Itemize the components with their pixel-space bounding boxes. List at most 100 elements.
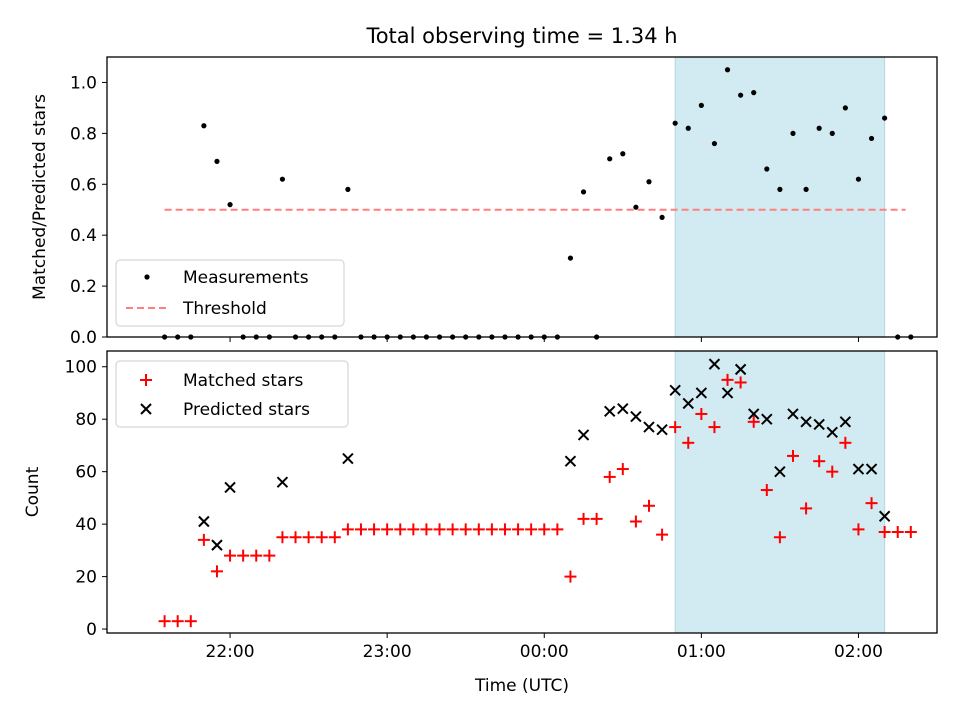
measurements-point (659, 214, 665, 220)
threshold-legend-label: Threshold (182, 299, 267, 319)
matched-stars-point (341, 523, 354, 536)
measurements-point (777, 186, 783, 192)
matched-stars-point (446, 523, 459, 536)
matched-stars-point (891, 526, 904, 539)
matched-stars-point (669, 421, 682, 434)
predicted-stars-point (577, 429, 590, 441)
predicted-stars-point (695, 387, 708, 399)
matched-stars-point (852, 523, 865, 536)
matched-stars-point (276, 531, 289, 544)
matched-stars-point (354, 523, 367, 536)
y-tick-label: 20 (75, 568, 97, 588)
matched-stars-point (734, 376, 747, 389)
matched-stars-point (682, 436, 695, 449)
ratio-y-axis-label: Matched/Predicted stars (30, 94, 50, 300)
measurements-point (738, 92, 744, 98)
predicted-stars-point (813, 418, 825, 431)
matched-stars-point (721, 373, 734, 386)
matched-stars-legend-marker (140, 374, 152, 386)
matched-stars-point (826, 465, 839, 478)
matched-stars-point (158, 615, 171, 628)
count-panel: 0 20 40 60 80 100 22:00 23:00 00:00 01:00 02:00 Co… (23, 350, 938, 696)
predicted-stars-point (682, 397, 694, 410)
matched-stars-point (407, 523, 420, 536)
chart-title: Total observing time = 1.34 h (365, 24, 677, 48)
matched-stars-point (498, 523, 511, 536)
measurements-point (790, 130, 796, 136)
ratio-axes: 0.0 0.2 0.4 0.6 0.8 1.0 (70, 73, 859, 348)
observing-window-highlight (674, 350, 886, 634)
y-tick-label: 1.0 (70, 73, 97, 93)
matched-stars-point (695, 407, 708, 420)
y-tick-label: 0.4 (70, 226, 97, 246)
predicted-stars-point (878, 510, 891, 522)
y-tick-label: 60 (75, 463, 97, 483)
matched-stars-legend-label: Matched stars (183, 371, 303, 391)
matched-stars-point (629, 515, 642, 528)
matched-stars-point (590, 512, 603, 525)
count-marks (158, 358, 917, 628)
measurements-point (882, 115, 888, 121)
matched-stars-point (616, 463, 629, 476)
measurements-point (816, 125, 822, 131)
x-tick-label: 23:00 (363, 642, 412, 662)
predicted-stars-point (211, 539, 223, 551)
matched-stars-point (224, 549, 237, 562)
matched-stars-point (865, 497, 878, 510)
measurements-point (685, 125, 691, 131)
predicted-stars-point (826, 426, 838, 439)
matched-stars-point (642, 499, 655, 512)
x-tick-label: 02:00 (834, 642, 883, 662)
matched-stars-point (786, 449, 799, 462)
y-tick-label: 40 (75, 515, 97, 535)
predicted-stars-point (669, 384, 681, 397)
x-axis-label: Time (UTC) (474, 676, 569, 696)
matched-stars-point (878, 526, 891, 539)
predicted-stars-point (656, 423, 668, 436)
predicted-stars-legend-label: Predicted stars (183, 400, 310, 420)
matched-stars-point (433, 523, 446, 536)
measurements-point (764, 166, 770, 172)
measurements-point (842, 105, 848, 111)
ratio-axes-frame (106, 56, 938, 338)
matched-stars-point (813, 455, 826, 468)
ratio-legend: Measurements Threshold (115, 259, 345, 327)
x-tick-label: 01:00 (677, 642, 726, 662)
count-legend-box (115, 360, 349, 428)
y-tick-label: 80 (75, 410, 97, 430)
observing-window-highlight (674, 56, 886, 338)
matched-stars-point (237, 549, 250, 562)
measurements-point (607, 156, 613, 162)
predicted-stars-point (748, 408, 760, 420)
matched-stars-point (394, 523, 407, 536)
y-tick-label: 0.6 (70, 175, 97, 195)
measurements-point (620, 151, 626, 157)
measurements-point (711, 140, 718, 147)
y-tick-label: 0 (86, 620, 97, 640)
matched-stars-point (171, 615, 184, 628)
matched-stars-point (512, 523, 525, 536)
matched-stars-point (210, 565, 223, 578)
matched-stars-point (420, 523, 433, 536)
ratio-legend-box (115, 259, 345, 327)
matched-stars-point (656, 528, 669, 541)
measurements-point (672, 120, 678, 126)
count-legend: Matched stars Predicted stars (115, 360, 349, 428)
matched-stars-point (525, 523, 538, 536)
predicted-stars-point (276, 476, 289, 488)
predicted-stars-point (734, 363, 747, 376)
x-tick-label: 00:00 (520, 642, 569, 662)
predicted-stars-point (630, 410, 642, 423)
x-tick-label: 22:00 (206, 642, 255, 662)
matched-stars-point (839, 436, 852, 449)
y-tick-label: 0.2 (70, 277, 97, 297)
matched-stars-point (904, 526, 917, 539)
matched-stars-point (368, 523, 381, 536)
matched-stars-point (381, 523, 394, 536)
predicted-stars-point (800, 416, 812, 428)
matched-stars-point (708, 421, 721, 434)
predicted-stars-point (839, 416, 852, 428)
predicted-stars-point (787, 408, 799, 420)
measurements-point (698, 102, 704, 108)
